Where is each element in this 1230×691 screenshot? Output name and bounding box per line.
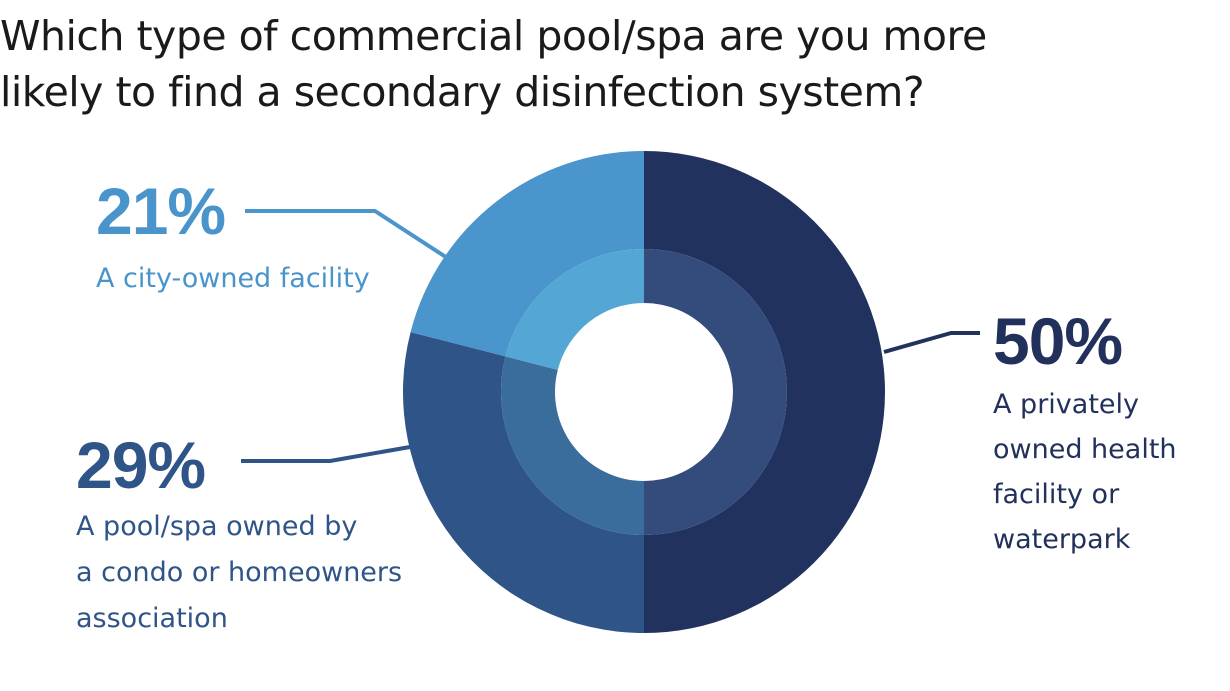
leader-line-city-owned [245,209,457,265]
chart-title-line-2: likely to find a secondary disinfection … [0,68,925,116]
value-label-private-health: 50% [993,304,1123,378]
slice-label-line: association [76,603,228,634]
value-label-condo-hoa: 29% [76,428,206,502]
value-label-city-owned: 21% [96,174,226,248]
slice-city-owned-inner [505,249,644,370]
leader-line-condo-hoa [241,445,411,463]
slice-private-health-inner [644,249,787,535]
chart-title: Which type of commercial pool/spa are yo… [0,8,1200,120]
slice-label-line: A pool/spa owned by [76,511,358,542]
slice-label-private-health: A privately owned health facility or wat… [993,382,1177,562]
slice-label-line: waterpark [993,524,1131,555]
slice-label-line: owned health [993,434,1177,465]
slice-city-owned-outer [410,151,644,357]
leader-line-private-health [883,331,980,354]
slice-label-line: A privately [993,389,1139,420]
slice-label-line: a condo or homeowners [76,557,403,588]
chart-title-line-1: Which type of commercial pool/spa are yo… [0,12,987,60]
callout-condo-hoa: 29% A pool/spa owned by a condo or homeo… [76,432,402,642]
slice-private-health-outer [644,151,885,633]
slice-label-line: A city-owned facility [96,263,370,294]
slice-condo-hoa-outer [402,332,644,633]
slice-label-line: facility or [993,479,1120,510]
slice-label-condo-hoa: A pool/spa owned by a condo or homeowner… [76,504,402,642]
slice-label-city-owned: A city-owned facility [96,256,370,301]
slice-condo-hoa-inner [501,356,644,535]
callout-city-owned: 21% A city-owned facility [96,178,370,301]
callout-private-health: 50% A privately owned health facility or… [993,308,1177,562]
